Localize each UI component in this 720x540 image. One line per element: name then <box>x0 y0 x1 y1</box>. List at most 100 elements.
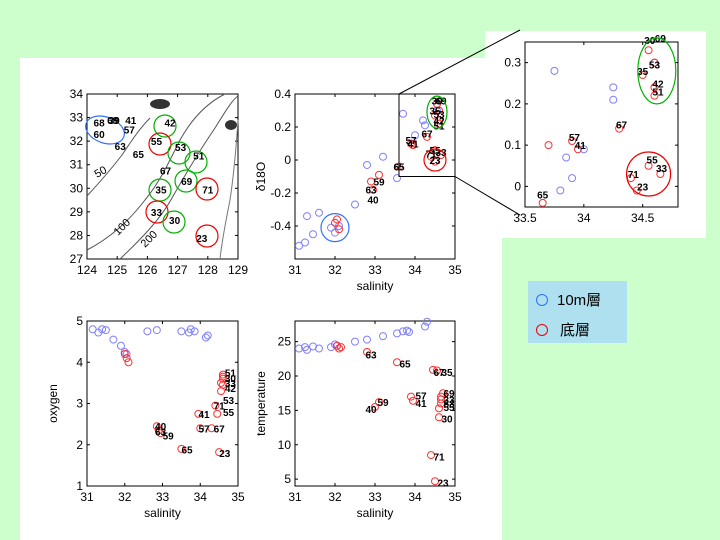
map-station-label: 63 <box>115 142 127 153</box>
oxygen-data-label: 33 <box>225 379 237 390</box>
oxygen-point <box>152 422 161 431</box>
map-ytick-label: 28 <box>70 228 84 242</box>
oxygen-data-label: 63 <box>155 428 167 439</box>
inset-point <box>615 124 624 133</box>
inset-point <box>573 145 582 154</box>
map-station-label: 65 <box>133 150 145 161</box>
d18o-data-label: 42 <box>433 116 445 127</box>
island-icon <box>150 99 170 109</box>
temperature-point <box>393 358 401 367</box>
zoom-connector <box>454 176 521 216</box>
d18o-point <box>327 223 335 232</box>
oxygen-point <box>152 326 161 335</box>
temperature-point <box>435 404 443 413</box>
inset-point <box>562 153 571 162</box>
oxygen-point <box>101 326 110 335</box>
oxygen-data-label: 41 <box>198 410 210 421</box>
temperature-point <box>403 326 411 335</box>
inset-data-label: 67 <box>616 121 628 132</box>
oxygen-data-label: 40 <box>155 422 167 433</box>
temperature-point <box>337 343 345 352</box>
temperature-data-label: 41 <box>415 399 427 410</box>
inset-data-label: 41 <box>575 141 587 152</box>
d18o-ring-red <box>423 148 447 172</box>
d18o-data-label: 71 <box>425 149 437 160</box>
map-ring-green <box>174 169 198 193</box>
d18o-data-label: 41 <box>407 140 419 151</box>
d18o-point <box>431 157 439 166</box>
map-station-label: 57 <box>124 125 136 136</box>
temperature-point <box>439 389 447 398</box>
temperature-point <box>295 344 303 353</box>
temperature-point <box>327 343 335 352</box>
map-xtick-label: 125 <box>107 263 127 277</box>
d18o-data-label: 30 <box>431 97 443 108</box>
zoom-box <box>398 93 456 177</box>
inset-point <box>609 95 618 104</box>
inset-point <box>650 83 659 92</box>
oxygen-point <box>177 327 186 336</box>
map-station-label: 69 <box>181 177 193 188</box>
oxygen-xtick-label: 31 <box>80 490 94 504</box>
inset-data-label: 69 <box>655 34 667 45</box>
inset-data-label: 42 <box>652 79 664 90</box>
map-xtick-label: 127 <box>168 263 188 277</box>
inset-point <box>568 137 577 145</box>
oxygen-point <box>186 325 195 334</box>
map-xtick-label: 124 <box>77 263 97 277</box>
temperature-point <box>423 317 431 326</box>
temperature-point <box>435 413 443 422</box>
map-contour-label: 50 <box>93 164 110 181</box>
map-xtick-label: 129 <box>228 263 248 277</box>
oxygen-point <box>116 341 125 350</box>
oxygen-point <box>156 429 165 438</box>
oxygen-point <box>218 380 227 389</box>
map-ytick-label: 32 <box>70 134 84 148</box>
temperature-data-label: 59 <box>377 398 389 409</box>
inset-ring-red <box>625 151 672 197</box>
d18o-point <box>411 131 419 140</box>
inset-data-label: 55 <box>647 156 659 167</box>
map-ring-green <box>162 210 186 234</box>
inset-data-label: 57 <box>569 133 581 144</box>
oxygen-ytick-label: 5 <box>76 314 83 328</box>
oxygen-ytick-label: 1 <box>76 479 83 493</box>
inset-xtick-label: 34 <box>577 211 591 225</box>
oxygen-xtick-label: 33 <box>156 490 170 504</box>
oxygen-xtick-label: 32 <box>118 490 132 504</box>
oxygen-xlabel: salinity <box>144 506 181 520</box>
oxygen-data-label: 67 <box>214 424 226 435</box>
oxygen-data-label: 30 <box>225 374 237 385</box>
temperature-ytick-label: 20 <box>278 369 292 383</box>
map-station-label: 39 <box>109 116 121 127</box>
inset-point <box>638 71 647 79</box>
temperature-point <box>409 396 417 405</box>
d18o-ring-green <box>426 95 448 129</box>
d18o-data-label: 67 <box>421 130 433 141</box>
inset-ytick-label: 0 <box>514 179 521 193</box>
map-contour-50 <box>86 117 151 197</box>
d18o-data-label: 63 <box>365 186 377 197</box>
oxygen-point <box>218 370 227 379</box>
zoom-connector <box>398 29 521 95</box>
inset-point <box>544 141 553 150</box>
oxygen-point <box>177 444 186 453</box>
temperature-data-label: 33 <box>443 395 455 406</box>
d18o-point <box>309 230 317 239</box>
inset-point <box>538 198 547 207</box>
inset-point <box>550 66 559 75</box>
temperature-data-label: 30 <box>441 415 453 426</box>
inset-data-label: 30 <box>644 36 656 47</box>
temperature-ylabel: temperature <box>254 371 268 436</box>
d18o-point <box>335 225 343 234</box>
inset-data-label: 51 <box>652 88 664 99</box>
oxygen-data-label: 65 <box>181 446 193 457</box>
temperature-xtick-label: 33 <box>368 490 382 504</box>
oxygen-point <box>143 327 152 336</box>
inset-point <box>568 174 577 183</box>
temperature-point <box>351 337 359 346</box>
map-ring-red <box>145 200 169 224</box>
d18o-xtick-label: 35 <box>448 263 462 277</box>
temperature-ytick-label: 5 <box>284 472 291 486</box>
